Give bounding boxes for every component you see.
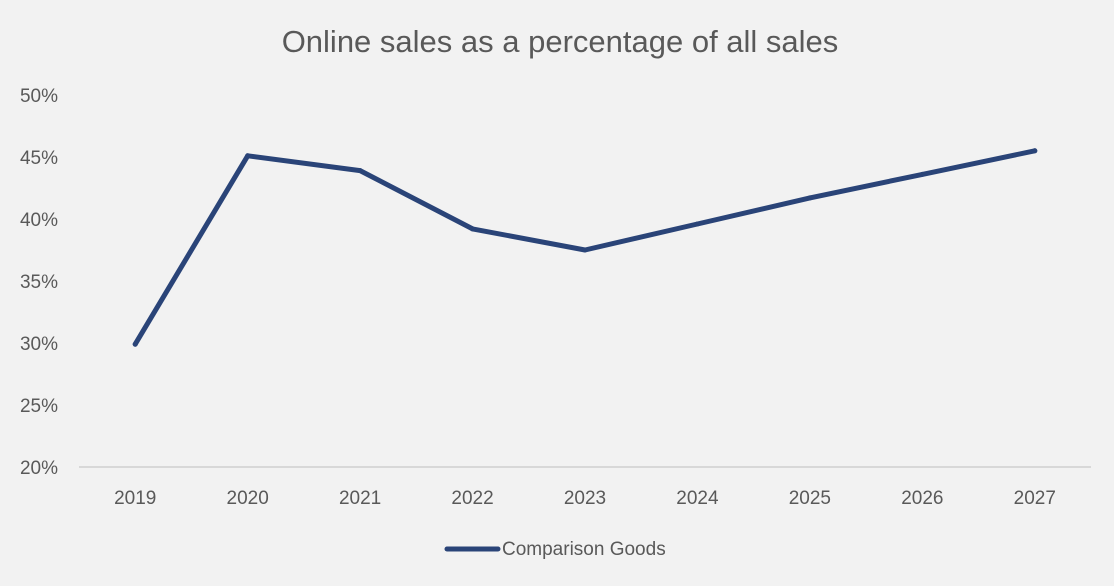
x-tick-label: 2027	[1014, 488, 1056, 509]
x-tick-label: 2019	[114, 488, 156, 509]
series-lines	[132, 148, 1038, 347]
x-tick-label: 2025	[789, 488, 831, 509]
data-point	[582, 247, 588, 253]
data-point	[470, 226, 476, 232]
data-point	[694, 221, 700, 227]
data-point	[807, 195, 813, 201]
x-tick-label: 2024	[676, 488, 719, 509]
y-tick-label: 40%	[20, 210, 58, 231]
data-point	[132, 341, 138, 347]
x-tick-label: 2020	[227, 488, 269, 509]
y-tick-label: 30%	[20, 334, 58, 355]
data-point	[357, 168, 363, 174]
legend-label-comparison-goods: Comparison Goods	[502, 539, 666, 560]
chart-title: Online sales as a percentage of all sale…	[282, 24, 839, 59]
y-tick-label: 50%	[20, 86, 58, 107]
y-tick-label: 20%	[20, 458, 58, 479]
x-tick-label: 2026	[901, 488, 943, 509]
y-tick-label: 35%	[20, 272, 58, 293]
data-point	[245, 153, 251, 159]
legend: Comparison Goods	[444, 539, 666, 560]
y-axis-tick-labels: 20% 25% 30% 35% 40% 45% 50%	[20, 86, 58, 479]
y-tick-label: 45%	[20, 148, 58, 169]
data-point	[1032, 148, 1038, 154]
data-point	[919, 171, 925, 177]
x-axis-tick-labels: 2019 2020 2021 2022 2023 2024 2025 2026 2027	[114, 488, 1056, 509]
x-tick-label: 2021	[339, 488, 381, 509]
x-tick-label: 2023	[564, 488, 606, 509]
y-tick-label: 25%	[20, 396, 58, 417]
x-tick-label: 2022	[451, 488, 493, 509]
